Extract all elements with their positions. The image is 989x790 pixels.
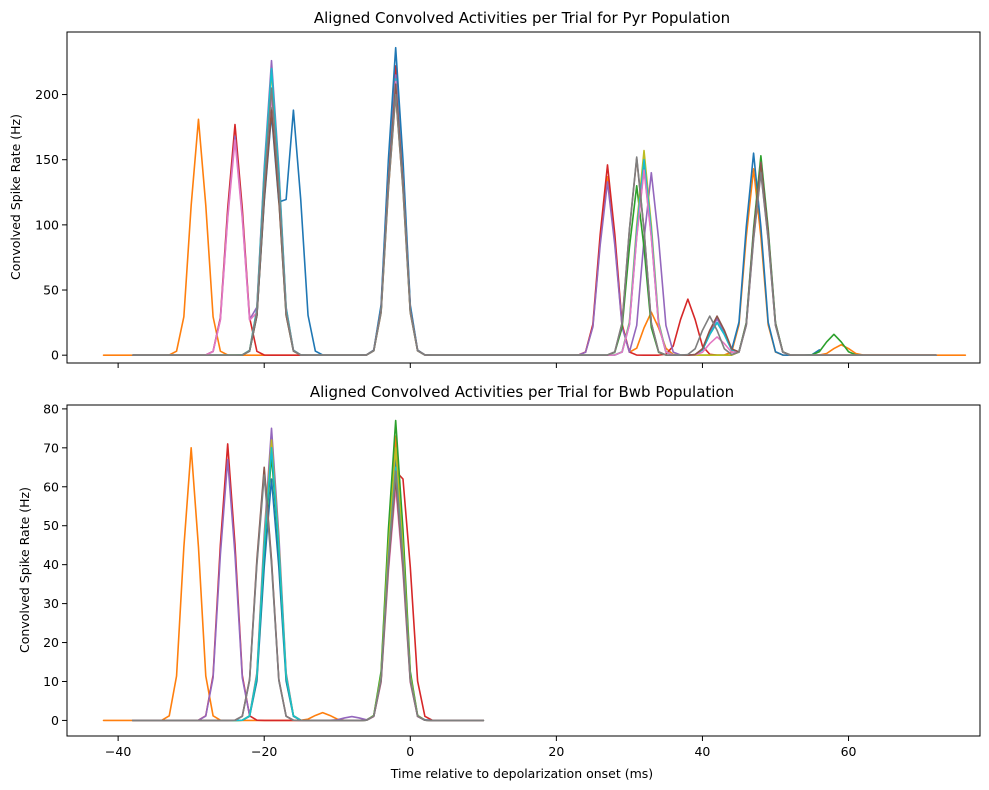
series-group	[102, 46, 967, 356]
series-line-10	[131, 470, 485, 722]
plot-frame	[66, 31, 981, 364]
pyr-plot-area: 0 50 100 150 200	[35, 31, 981, 368]
series-line-2	[131, 443, 485, 722]
bwb-x-axis-label: Time relative to depolarization onset (m…	[390, 766, 653, 781]
bwb-chart-title: Aligned Convolved Activities per Trial f…	[310, 383, 734, 401]
series-line-10	[131, 87, 937, 356]
series-line-4	[131, 454, 485, 722]
pyr-panel: Aligned Convolved Activities per Trial f…	[8, 9, 981, 368]
series-line-5	[131, 419, 485, 722]
y-tick-label: 60	[43, 479, 59, 494]
series-line-1	[102, 93, 967, 356]
pyr-y-axis-label: Convolved Spike Rate (Hz)	[8, 114, 23, 280]
y-tick-label: 30	[43, 596, 59, 611]
x-tick-label: 20	[548, 744, 564, 759]
y-tick-label: 80	[43, 401, 59, 416]
x-tick-label: −20	[251, 744, 277, 759]
x-tick-label: −40	[105, 744, 131, 759]
y-tick-label: 200	[35, 87, 59, 102]
y-tick-label: 50	[43, 283, 59, 298]
y-tick-label: 50	[43, 518, 59, 533]
series-line-8	[131, 470, 485, 722]
y-tick-label: 0	[51, 713, 59, 728]
series-line-7	[131, 67, 821, 356]
x-tick-label: 40	[694, 744, 710, 759]
y-tick-label: 100	[35, 217, 59, 232]
series-line-6	[131, 439, 485, 722]
bwb-plot-area: −40 −20 0 20 40 60 0 10 20 30 40 50 60 70 80	[43, 401, 981, 759]
y-tick-label: 70	[43, 440, 59, 455]
x-tick-label: 60	[841, 744, 857, 759]
y-tick-label: 40	[43, 557, 59, 572]
bwb-y-axis-label: Convolved Spike Rate (Hz)	[17, 487, 32, 653]
series-line-9	[131, 466, 485, 722]
series-line-4	[131, 46, 821, 356]
series-line-7	[131, 447, 485, 722]
bwb-panel: Aligned Convolved Activities per Trial f…	[17, 383, 981, 781]
series-line-1	[102, 435, 485, 722]
y-tick-label: 20	[43, 635, 59, 650]
pyr-chart-title: Aligned Convolved Activities per Trial f…	[314, 9, 730, 27]
series-line-3	[131, 59, 937, 356]
series-group	[102, 419, 485, 722]
plot-frame	[66, 404, 981, 737]
x-tick-label: 0	[406, 744, 414, 759]
y-tick-label: 150	[35, 152, 59, 167]
y-tick-label: 10	[43, 674, 59, 689]
series-line-3	[131, 427, 485, 722]
y-tick-label: 0	[51, 348, 59, 363]
